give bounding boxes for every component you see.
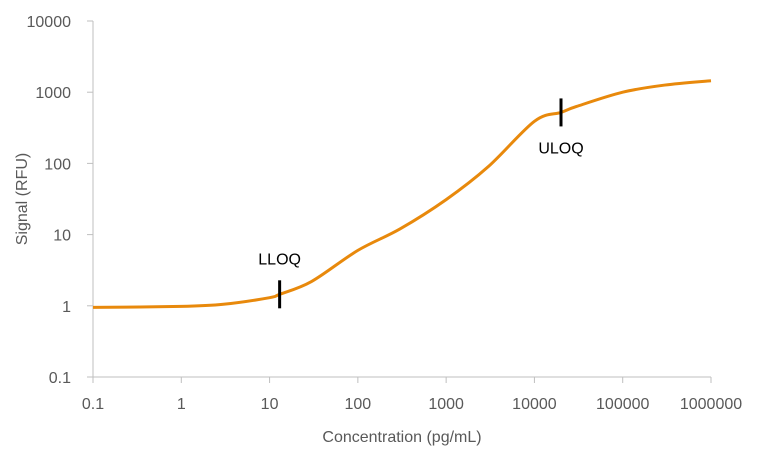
x-tick-label: 1000 xyxy=(428,396,464,413)
annotations: LLOQ ULOQ xyxy=(258,98,584,309)
y-tick-label: 10000 xyxy=(27,14,72,31)
x-tick-label: 100000 xyxy=(596,396,649,413)
signal-curve xyxy=(92,79,712,309)
x-tick-label: 0.1 xyxy=(82,396,104,413)
uloq-label: ULOQ xyxy=(538,140,583,157)
y-tick-label: 100 xyxy=(44,156,71,173)
x-tick-label: 10000 xyxy=(512,396,557,413)
y-tick-label: 1 xyxy=(62,299,71,316)
y-tick-label: 0.1 xyxy=(49,370,71,387)
axes: 0.1 1 10 100 1000 10000 100000 1000000 0.1 1 10 100… xyxy=(27,14,743,413)
x-tick-label: 100 xyxy=(345,396,372,413)
series xyxy=(92,79,712,309)
x-tick-label: 10 xyxy=(261,396,279,413)
x-tick-label: 1000000 xyxy=(680,396,742,413)
lloq-label: LLOQ xyxy=(258,251,301,268)
x-tick-label: 1 xyxy=(177,396,186,413)
y-axis-label: Signal (RFU) xyxy=(14,153,31,245)
y-tick-label: 1000 xyxy=(35,85,71,102)
x-axis-label: Concentration (pg/mL) xyxy=(322,429,481,446)
y-tick-label: 10 xyxy=(53,228,71,245)
